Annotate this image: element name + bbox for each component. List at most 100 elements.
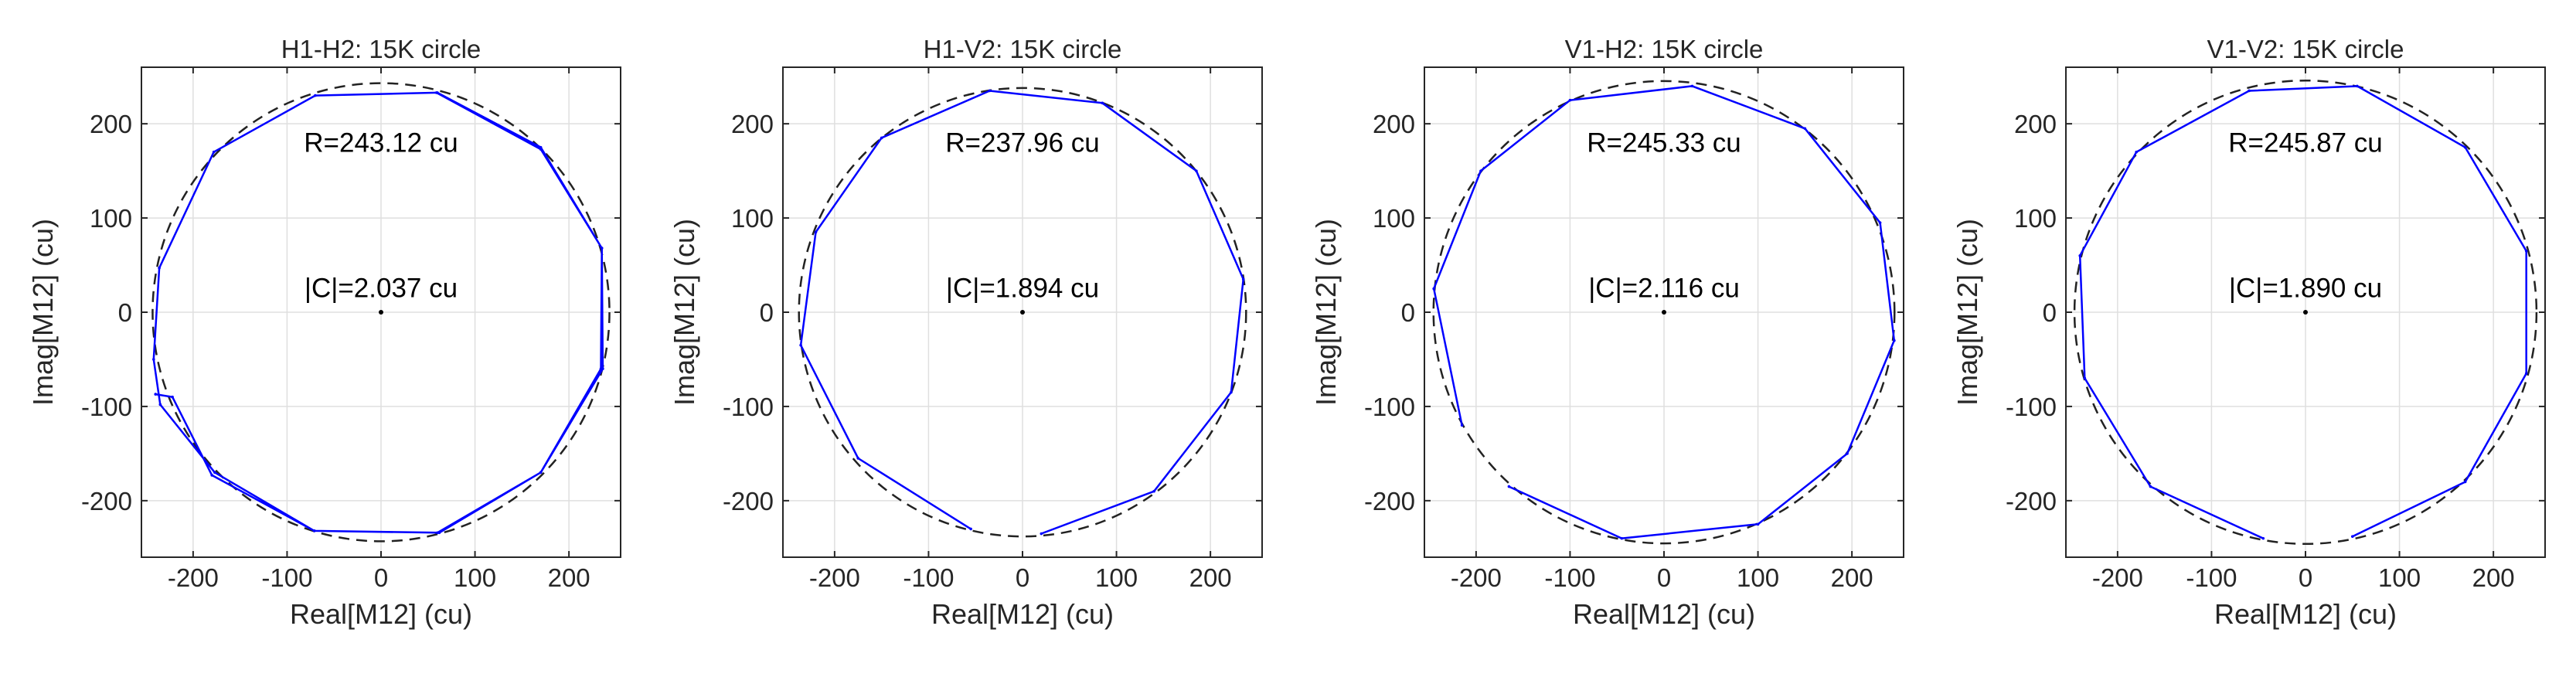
chart-svg: R=245.87 cu |C|=1.890 cu -200 -100 0 100 200 -2… bbox=[1952, 35, 2546, 630]
chart-svg: R=245.33 cu |C|=2.116 cu -200 -100 0 100 200 -2… bbox=[1310, 35, 1904, 630]
data-point bbox=[1152, 489, 1155, 493]
data-point bbox=[814, 230, 818, 234]
y-axis-label: Imag[M12] (cu) bbox=[669, 219, 700, 406]
y-tick-label: -200 bbox=[723, 487, 774, 515]
chart-svg: R=243.12 cu |C|=2.037 cu -200 -100 0 100 200 -2… bbox=[27, 35, 621, 630]
y-axis-label: Imag[M12] (cu) bbox=[1952, 219, 1983, 406]
y-tick-label: -200 bbox=[2006, 487, 2057, 515]
series-line-measured bbox=[2078, 85, 2527, 539]
data-point bbox=[1507, 485, 1511, 488]
data-point bbox=[1230, 390, 1233, 394]
y-tick-label: 200 bbox=[2014, 110, 2057, 138]
x-tick-label: 0 bbox=[2299, 563, 2312, 592]
center-dot bbox=[2303, 310, 2308, 315]
data-point bbox=[2356, 84, 2359, 88]
y-tick-label: 0 bbox=[118, 298, 132, 327]
data-point bbox=[1479, 169, 1482, 172]
data-point bbox=[1803, 127, 1807, 131]
fitted-circle bbox=[151, 82, 611, 543]
x-axis-label: Real[M12] (cu) bbox=[1573, 598, 1755, 630]
data-point bbox=[2083, 376, 2087, 380]
x-tick-label: 200 bbox=[2472, 563, 2515, 592]
data-point bbox=[213, 471, 216, 475]
radius-annotation: R=243.12 cu bbox=[304, 128, 458, 158]
chart-title: V1-V2: 15K circle bbox=[2207, 35, 2404, 63]
data-point bbox=[158, 403, 162, 407]
data-point bbox=[154, 393, 158, 396]
x-tick-label: -100 bbox=[2186, 563, 2237, 592]
data-point bbox=[1878, 221, 1882, 224]
series-line-measured bbox=[1432, 85, 1896, 539]
data-point bbox=[539, 148, 543, 151]
y-tick-label: -100 bbox=[723, 393, 774, 421]
data-point bbox=[437, 531, 441, 535]
x-tick-label: 200 bbox=[548, 563, 590, 592]
data-point bbox=[1040, 532, 1043, 536]
data-point bbox=[856, 457, 860, 460]
x-tick-label: 0 bbox=[1657, 563, 1671, 592]
y-tick-label: -100 bbox=[2006, 393, 2057, 421]
data-point bbox=[988, 89, 992, 93]
y-tick-label: 200 bbox=[1373, 110, 1415, 138]
data-point bbox=[2524, 249, 2528, 253]
data-point bbox=[880, 136, 883, 140]
y-tick-label: -200 bbox=[1364, 487, 1415, 515]
y-axis-label: Imag[M12] (cu) bbox=[1310, 219, 1342, 406]
y-tick-label: -200 bbox=[81, 487, 132, 515]
center-dot bbox=[379, 310, 383, 315]
data-point bbox=[314, 94, 317, 97]
data-point bbox=[2463, 145, 2467, 149]
data-point bbox=[2149, 485, 2152, 488]
center-dot bbox=[1020, 310, 1025, 315]
data-point bbox=[158, 266, 161, 270]
center-dot bbox=[1662, 310, 1666, 315]
data-point bbox=[171, 395, 174, 399]
y-tick-label: 0 bbox=[2043, 298, 2057, 327]
x-tick-label: 200 bbox=[1831, 563, 1873, 592]
data-point bbox=[539, 471, 543, 475]
data-point bbox=[1690, 84, 1694, 88]
y-tick-label: 0 bbox=[760, 298, 774, 327]
x-tick-label: -100 bbox=[261, 563, 312, 592]
data-point bbox=[1460, 424, 1464, 427]
data-point bbox=[969, 527, 972, 531]
y-tick-label: -100 bbox=[1364, 393, 1415, 421]
radius-annotation: R=237.96 cu bbox=[945, 128, 1099, 158]
x-tick-label: -200 bbox=[1451, 563, 1502, 592]
data-point bbox=[1846, 452, 1849, 455]
data-point bbox=[1620, 536, 1624, 540]
center-annotation: |C|=1.894 cu bbox=[946, 273, 1099, 303]
data-point bbox=[1195, 169, 1198, 172]
y-tick-label: 200 bbox=[90, 110, 132, 138]
x-tick-label: 100 bbox=[454, 563, 496, 592]
x-tick-label: -100 bbox=[1544, 563, 1595, 592]
data-point bbox=[2350, 535, 2354, 538]
data-point bbox=[2135, 150, 2138, 154]
data-point bbox=[152, 358, 155, 361]
center-annotation: |C|=2.037 cu bbox=[305, 273, 458, 303]
center-annotation: |C|=1.890 cu bbox=[2229, 273, 2382, 303]
chart-panel-4: R=245.87 cu |C|=1.890 cu -200 -100 0 100 200 -2… bbox=[1924, 0, 2558, 677]
data-point bbox=[2078, 254, 2082, 257]
x-axis-label: Real[M12] (cu) bbox=[931, 598, 1114, 630]
fitted-circle bbox=[1432, 80, 1896, 545]
chart-title: V1-H2: 15K circle bbox=[1565, 35, 1764, 63]
chart-panel-1: R=243.12 cu |C|=2.037 cu -200 -100 0 100 200 -2… bbox=[0, 0, 634, 677]
y-tick-label: 100 bbox=[90, 204, 132, 233]
chart-panel-2: R=237.96 cu |C|=1.894 cu -200 -100 0 100 200 -2… bbox=[641, 0, 1275, 677]
y-tick-label: -100 bbox=[81, 393, 132, 421]
x-tick-label: 100 bbox=[2378, 563, 2421, 592]
series-line-measured bbox=[799, 90, 1244, 535]
x-tick-label: 0 bbox=[374, 563, 388, 592]
data-point bbox=[212, 150, 216, 154]
data-point bbox=[1101, 101, 1104, 105]
data-point bbox=[2248, 89, 2251, 93]
data-point bbox=[1241, 277, 1245, 281]
fitted-circle bbox=[798, 87, 1247, 538]
x-tick-label: -100 bbox=[903, 563, 954, 592]
data-point bbox=[599, 367, 603, 370]
data-point bbox=[312, 529, 316, 532]
data-point bbox=[1893, 338, 1896, 342]
x-tick-label: 200 bbox=[1189, 563, 1232, 592]
